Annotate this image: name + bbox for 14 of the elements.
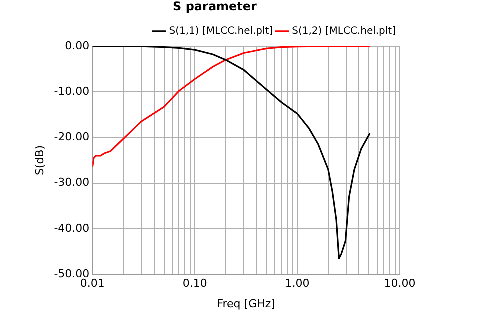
y-tick-label: -20.00: [54, 130, 90, 144]
x-tick-label: 10.00: [384, 277, 416, 290]
y-tick-label: -40.00: [54, 222, 90, 235]
legend-label: S(1,1) [MLCC.hel.plt]: [169, 26, 274, 37]
x-axis-title: Freq [GHz]: [217, 297, 276, 310]
chart-title: S parameter: [173, 0, 258, 14]
x-tick-label: 0.01: [80, 277, 105, 290]
legend-label: S(1,2) [MLCC.hel.plt]: [292, 26, 396, 37]
x-tick-label: 0.10: [182, 277, 208, 290]
x-tick-label: 1.00: [285, 277, 310, 290]
y-tick-label: -10.00: [54, 84, 90, 98]
y-tick-label: -30.00: [54, 176, 90, 190]
y-tick-label: 0.00: [65, 39, 90, 52]
y-axis-title: S(dB): [33, 145, 46, 176]
